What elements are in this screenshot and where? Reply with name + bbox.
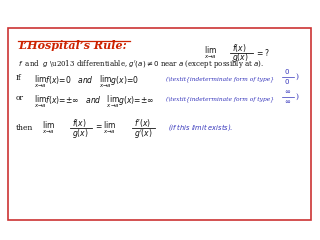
Text: (\textit{indeterminate form of type}: (\textit{indeterminate form of type} [166,76,274,82]
FancyBboxPatch shape [8,28,311,220]
Text: $0$: $0$ [284,67,290,77]
Text: $\infty$: $\infty$ [284,88,291,96]
Text: L’Hospital’s Rule:: L’Hospital’s Rule: [18,40,127,51]
Text: $g(x)$: $g(x)$ [232,52,249,65]
Text: $\lim_{x \to a} f(x) = \pm\infty$   $and$   $\lim_{x \to a} g(x) = \pm\infty$: $\lim_{x \to a} f(x) = \pm\infty$ $and$ … [34,94,154,110]
Text: ): ) [295,73,298,81]
Text: ($\mathit{if\ this\ limit\ exists}$).: ($\mathit{if\ this\ limit\ exists}$). [168,123,233,133]
Text: $\lim_{x \to a}$: $\lim_{x \to a}$ [204,45,217,61]
Text: $\lim_{x \to a} f(x) = 0$   $and$   $\lim_{x \to a} g(x) = 0$: $\lim_{x \to a} f(x) = 0$ $and$ $\lim_{x… [34,74,139,90]
Text: $g'(x)$: $g'(x)$ [134,126,153,139]
Text: (\textit{indeterminate form of type}: (\textit{indeterminate form of type} [166,96,274,102]
Text: $f'(x)$: $f'(x)$ [134,117,151,129]
Text: $\lim_{x \to a}$: $\lim_{x \to a}$ [42,120,55,136]
Text: ): ) [295,93,298,101]
Text: or: or [16,94,24,102]
Text: $0$: $0$ [284,78,290,86]
Text: $= \lim_{x \to a}$: $= \lim_{x \to a}$ [94,120,116,136]
Text: $= ?$: $= ?$ [255,48,270,59]
Text: $g(x)$: $g(x)$ [72,126,89,139]
Text: $f$  and  $g$ \u2013 differentiable, $g'(a)\neq 0$ near $a$ (except possibly at : $f$ and $g$ \u2013 differentiable, $g'(a… [18,58,264,70]
Text: $f(x)$: $f(x)$ [232,42,246,54]
Text: $f(x)$: $f(x)$ [72,117,86,129]
Text: then: then [16,124,33,132]
Text: If: If [16,74,22,82]
Text: $\infty$: $\infty$ [284,98,291,106]
